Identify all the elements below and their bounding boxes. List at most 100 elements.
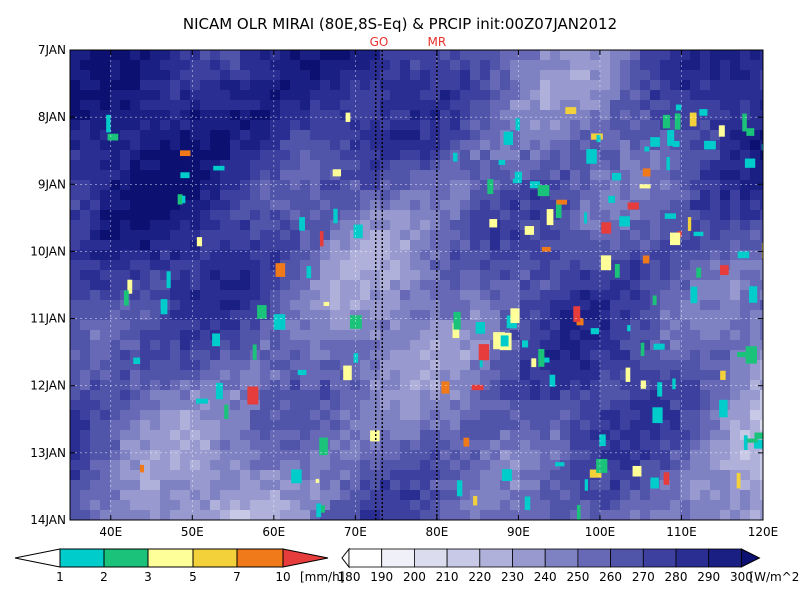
olr-cell	[530, 480, 541, 491]
olr-cell	[200, 310, 211, 321]
olr-cell	[220, 370, 231, 381]
olr-cell	[450, 230, 461, 241]
olr-cell	[660, 240, 671, 251]
olr-cell	[200, 50, 211, 61]
olr-colorbar-label: 220	[468, 570, 491, 584]
olr-cell	[680, 300, 691, 311]
olr-cell	[280, 380, 291, 391]
olr-cell	[250, 380, 261, 391]
olr-cell	[670, 100, 681, 111]
olr-cell	[150, 230, 161, 241]
olr-cell	[550, 60, 561, 71]
olr-cell	[190, 260, 201, 271]
olr-cell	[280, 100, 291, 111]
precip-patch	[743, 435, 748, 450]
olr-cell	[390, 260, 401, 271]
olr-cell	[250, 80, 261, 91]
olr-cell	[160, 500, 171, 511]
olr-cell	[760, 500, 763, 511]
olr-cell	[760, 400, 763, 411]
olr-cell	[620, 70, 631, 81]
olr-cell	[370, 260, 381, 271]
olr-cell	[120, 490, 131, 501]
olr-cell	[680, 350, 691, 361]
olr-cell	[450, 500, 461, 511]
olr-cell	[680, 180, 691, 191]
olr-cell	[360, 260, 371, 271]
olr-cell	[710, 390, 721, 401]
olr-cell	[190, 300, 201, 311]
olr-cell	[190, 50, 201, 61]
olr-cell	[110, 410, 121, 421]
olr-cell	[620, 450, 631, 461]
olr-cell	[420, 330, 431, 341]
olr-cell	[610, 90, 621, 101]
olr-cell	[660, 490, 671, 501]
olr-cell	[220, 210, 231, 221]
olr-cell	[560, 490, 571, 501]
olr-cell	[310, 300, 321, 311]
precip-patch	[463, 437, 470, 447]
olr-cell	[600, 310, 611, 321]
olr-cell	[420, 240, 431, 251]
olr-cell	[90, 370, 101, 381]
olr-cell	[450, 90, 461, 101]
olr-cell	[760, 260, 763, 271]
olr-cell	[100, 260, 111, 271]
olr-cell	[90, 150, 101, 161]
olr-cell	[260, 250, 271, 261]
olr-cell	[690, 330, 701, 341]
olr-cell	[730, 280, 741, 291]
olr-cell	[550, 120, 561, 131]
olr-cell	[300, 210, 311, 221]
olr-cell	[580, 50, 591, 61]
olr-cell	[200, 190, 211, 201]
olr-cell	[540, 130, 551, 141]
olr-cell	[640, 450, 651, 461]
olr-cell	[730, 490, 741, 501]
olr-cell	[630, 190, 641, 201]
olr-cell	[380, 50, 391, 61]
olr-cell	[390, 60, 401, 71]
olr-cell	[590, 310, 601, 321]
olr-cell	[590, 410, 601, 421]
olr-cell	[210, 290, 221, 301]
olr-cell	[320, 230, 331, 241]
olr-colorbar-label: 190	[370, 570, 393, 584]
olr-cell	[230, 500, 241, 511]
olr-cell	[630, 450, 641, 461]
precip-patch	[584, 212, 588, 224]
olr-cell	[200, 100, 211, 111]
olr-cell	[400, 420, 411, 431]
olr-cell	[290, 210, 301, 221]
olr-cell	[140, 340, 151, 351]
olr-cell	[340, 120, 351, 131]
olr-cell	[750, 460, 761, 471]
olr-cell	[200, 350, 211, 361]
olr-cell	[270, 100, 281, 111]
olr-colorbar-swatch	[413, 548, 448, 568]
olr-cell	[370, 460, 381, 471]
olr-cell	[160, 120, 171, 131]
olr-cell	[270, 400, 281, 411]
precip-patch	[625, 367, 631, 382]
olr-cell	[400, 390, 411, 401]
olr-cell	[180, 410, 191, 421]
precip-patch	[353, 353, 359, 363]
olr-cell	[650, 200, 661, 211]
olr-cell	[70, 130, 81, 141]
olr-cell	[190, 60, 201, 71]
olr-cell	[70, 250, 81, 261]
olr-cell	[570, 280, 581, 291]
olr-cell	[510, 460, 521, 471]
olr-cell	[640, 420, 651, 431]
olr-cell	[180, 350, 191, 361]
olr-cell	[100, 190, 111, 201]
olr-cell	[190, 140, 201, 151]
olr-cell	[710, 370, 721, 381]
olr-cell	[270, 500, 281, 511]
olr-cell	[130, 330, 141, 341]
olr-cell	[610, 50, 621, 61]
olr-cell	[680, 280, 691, 291]
olr-cell	[70, 260, 81, 271]
